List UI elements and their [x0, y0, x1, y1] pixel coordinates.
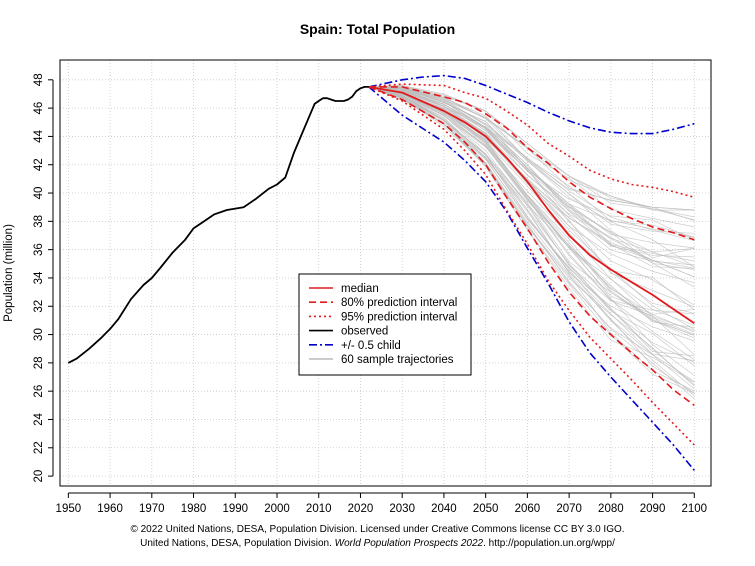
chart-title: Spain: Total Population	[299, 21, 456, 37]
x-tick-label: 1980	[181, 503, 207, 515]
legend-label: 95% prediction interval	[341, 311, 457, 323]
x-tick-label: 2000	[264, 503, 290, 515]
series-line--0-5-child-lower-	[368, 86, 695, 471]
y-tick-label: 42	[33, 158, 45, 171]
y-tick-label: 22	[33, 441, 45, 454]
x-tick-label: 1950	[56, 503, 82, 515]
x-tick-label: 1970	[139, 503, 165, 515]
sample-trajectory	[368, 86, 695, 311]
y-axis-label: Population (million)	[3, 224, 15, 322]
x-tick-label: 2080	[598, 503, 624, 515]
y-tick-label: 34	[33, 271, 45, 284]
source-credit-suffix: . http://population.un.org/wpp/	[483, 538, 615, 549]
y-tick-label: 48	[33, 73, 45, 86]
sample-trajectory	[368, 86, 695, 328]
sample-trajectory	[368, 86, 695, 266]
y-tick-label: 44	[33, 129, 45, 142]
x-tick-label: 2010	[306, 503, 332, 515]
source-credit-prefix: United Nations, DESA, Population Divisio…	[140, 538, 335, 549]
x-tick-label: 2100	[682, 503, 708, 515]
x-tick-label: 2030	[389, 503, 415, 515]
y-axis: 20 22 24 26 28 30 32 34 36 38 40 42 44 46 48	[33, 73, 54, 483]
sample-trajectory	[368, 86, 695, 342]
series-line-observed	[67, 86, 369, 364]
y-tick-label: 30	[33, 328, 45, 341]
series-line-95-prediction-interval-upper-	[368, 83, 695, 199]
grid-layer	[60, 60, 711, 486]
x-tick-label: 2070	[556, 503, 582, 515]
sample-trajectory	[368, 86, 695, 234]
y-tick-label: 32	[33, 300, 45, 313]
sample-trajectory	[368, 86, 695, 268]
x-tick-label: 1960	[97, 503, 123, 515]
sample-trajectory	[368, 86, 695, 238]
series-line-95-prediction-interval-lower-	[368, 86, 695, 446]
sample-trajectory	[368, 86, 695, 356]
legend-label: median	[341, 283, 379, 295]
legend-box	[298, 273, 472, 376]
plot-frame	[59, 59, 712, 487]
sample-trajectory	[368, 85, 695, 211]
x-tick-label: 2040	[431, 503, 457, 515]
y-tick-label: 40	[33, 187, 45, 200]
x-tick-label: 2020	[348, 503, 374, 515]
y-tick-label: 28	[33, 356, 45, 369]
sample-trajectory	[368, 86, 695, 367]
legend-label: 60 sample trajectories	[341, 354, 454, 366]
x-tick-label: 2060	[515, 503, 541, 515]
y-tick-label: 46	[33, 102, 45, 115]
y-tick-label: 38	[33, 215, 45, 228]
sample-trajectory	[368, 86, 695, 267]
legend-label: observed	[341, 326, 388, 338]
y-tick-label: 36	[33, 243, 45, 256]
sample-trajectory	[368, 86, 695, 288]
legend-label: +/- 0.5 child	[341, 340, 401, 352]
source-credit: United Nations, DESA, Population Divisio…	[0, 538, 755, 549]
y-tick-label: 24	[33, 412, 45, 425]
sample-trajectory	[368, 86, 695, 357]
x-tick-label: 2090	[640, 503, 666, 515]
y-tick-label: 20	[33, 470, 45, 483]
x-tick-label: 2050	[473, 503, 499, 515]
series-line-median	[368, 86, 695, 324]
source-credit-title: World Population Prospects 2022	[334, 538, 484, 549]
legend: median 80% prediction interval 95% predict…	[298, 273, 472, 376]
copyright-credit: © 2022 United Nations, DESA, Population …	[130, 524, 625, 535]
series-line-80-prediction-interval-upper-	[368, 86, 695, 241]
legend-label: 80% prediction interval	[341, 297, 457, 309]
sample-trajectory	[368, 86, 695, 390]
y-tick-label: 26	[33, 385, 45, 398]
series-line-80-prediction-interval-lower-	[368, 86, 695, 406]
x-axis: 1950 1960 1970 1980 1990 2000 2010 2020 2030 2040…	[56, 492, 708, 515]
series-layer	[67, 74, 695, 471]
series-line--0-5-child-upper-	[368, 74, 695, 135]
x-tick-label: 1990	[222, 503, 248, 515]
